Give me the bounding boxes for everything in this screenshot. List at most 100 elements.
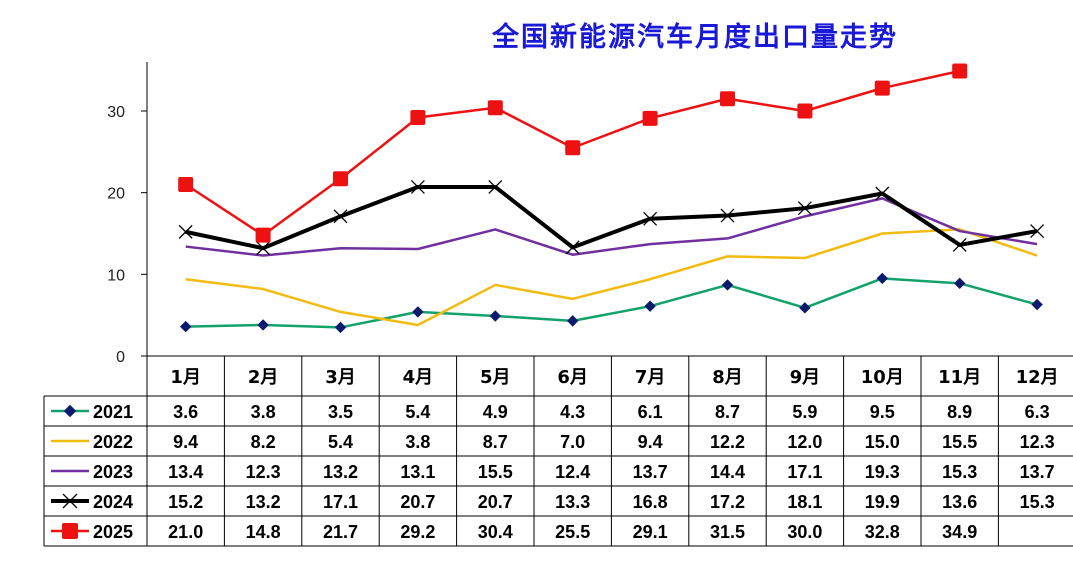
data-point-2025 <box>952 63 968 79</box>
table-cell: 19.3 <box>865 462 900 482</box>
month-label: 7月 <box>635 367 666 388</box>
data-point-2024 <box>565 240 580 255</box>
data-point-2024 <box>952 237 967 252</box>
legend-key-2025 <box>51 523 89 539</box>
table-cell: 7.0 <box>560 432 585 452</box>
series-2024 <box>178 179 1045 256</box>
table-cell: 12.0 <box>787 432 822 452</box>
legend-key-2024 <box>51 493 89 509</box>
table-cell: 3.5 <box>328 402 353 422</box>
table-cell: 13.1 <box>400 462 435 482</box>
table-cell: 15.5 <box>942 432 977 452</box>
table-cell: 14.8 <box>246 522 281 542</box>
table-cell: 17.1 <box>323 492 358 512</box>
series-line-2021 <box>185 277 1038 329</box>
data-point-2024 <box>178 224 193 239</box>
table-cell: 12.3 <box>1020 432 1055 452</box>
month-label: 1月 <box>170 367 201 388</box>
table-cell: 15.0 <box>865 432 900 452</box>
table-cell: 32.8 <box>865 522 900 542</box>
series-2022 <box>185 228 1038 327</box>
series-line-2022 <box>185 228 1038 327</box>
table-cell: 20.7 <box>400 492 435 512</box>
table-cell: 6.3 <box>1025 402 1050 422</box>
table-cell: 5.4 <box>405 402 430 422</box>
table-cell: 3.8 <box>405 432 430 452</box>
month-label: 6月 <box>557 367 588 388</box>
table-cell: 30.0 <box>787 522 822 542</box>
data-point-2025 <box>720 91 735 107</box>
series-line-2024 <box>185 184 1038 251</box>
data-point-2024 <box>720 208 735 223</box>
month-label: 10月 <box>861 367 904 388</box>
data-point-2025 <box>487 100 503 116</box>
series-2025 <box>178 63 968 243</box>
legend-label-2022: 2022 <box>93 432 133 452</box>
data-point-2025 <box>333 171 348 187</box>
table-cell: 17.2 <box>710 492 745 512</box>
data-point-2021 <box>334 321 347 334</box>
table-cell: 8.9 <box>947 402 972 422</box>
table-cell: 3.6 <box>173 402 198 422</box>
table-cell: 12.2 <box>710 432 745 452</box>
table-cell: 34.9 <box>942 522 977 542</box>
month-label: 4月 <box>403 367 434 388</box>
data-point-2021 <box>412 306 424 318</box>
data-point-2021 <box>489 310 502 322</box>
table-cell: 17.1 <box>787 462 822 482</box>
data-point-2021 <box>644 300 656 312</box>
table-cell: 20.7 <box>478 492 513 512</box>
table-cell: 9.4 <box>173 432 198 452</box>
month-label: 11月 <box>938 367 981 388</box>
data-point-2025 <box>178 177 194 192</box>
data-point-2024 <box>797 201 812 216</box>
legend-label-2024: 2024 <box>93 492 133 512</box>
table-cell: 14.4 <box>710 462 745 482</box>
y-tick-label: 0 <box>116 349 125 366</box>
table-cell: 13.4 <box>168 462 203 482</box>
data-point-2025 <box>642 110 658 126</box>
table-cell: 18.1 <box>787 492 822 512</box>
table-cell: 15.3 <box>942 462 977 482</box>
table-cell: 15.5 <box>478 462 513 482</box>
table-cell: 15.2 <box>168 492 203 512</box>
data-point-2021 <box>1031 298 1043 311</box>
table-cell: 5.4 <box>328 432 353 452</box>
data-point-2024 <box>875 186 890 201</box>
table-cell: 8.7 <box>483 432 508 452</box>
table-cell: 19.9 <box>865 492 900 512</box>
table-cell: 13.2 <box>323 462 358 482</box>
table-cell: 31.5 <box>710 522 745 542</box>
legend-marker-2021 <box>63 404 77 418</box>
data-point-2024 <box>410 179 425 194</box>
data-point-2021 <box>566 315 579 327</box>
data-point-2025 <box>255 227 271 243</box>
table-cell: 29.2 <box>400 522 435 542</box>
month-label: 9月 <box>790 367 821 388</box>
table-cell: 9.5 <box>870 402 895 422</box>
month-label: 8月 <box>712 367 743 388</box>
legend-marker-2025 <box>62 523 78 539</box>
y-tick-label: 30 <box>107 104 125 121</box>
month-label: 3月 <box>325 367 356 388</box>
table-cell: 25.5 <box>555 522 590 542</box>
month-label: 12月 <box>1016 367 1059 388</box>
y-tick-label: 10 <box>107 267 125 284</box>
table-cell: 13.3 <box>555 492 590 512</box>
data-point-2021 <box>799 302 811 314</box>
table-cell: 13.7 <box>1020 462 1055 482</box>
data-table: 1月 2月 3月 4月 5月 6月 7月 8月 9月 10月 11月 12月 2021 3.6 3.8 3.5… <box>43 355 1073 547</box>
data-point-2024 <box>1030 224 1045 239</box>
table-cell: 6.1 <box>638 402 663 422</box>
table-cell: 3.8 <box>251 402 276 422</box>
legend-label-2021: 2021 <box>93 402 133 422</box>
table-cell: 9.4 <box>638 432 663 452</box>
data-point-2021 <box>721 279 734 291</box>
legend-label-2025: 2025 <box>93 522 133 542</box>
data-point-2024 <box>256 241 271 256</box>
table-cell: 21.0 <box>168 522 203 542</box>
data-point-2021 <box>179 320 192 333</box>
table-cell: 8.7 <box>715 402 740 422</box>
y-axis: 0 10 20 30 <box>107 62 148 366</box>
